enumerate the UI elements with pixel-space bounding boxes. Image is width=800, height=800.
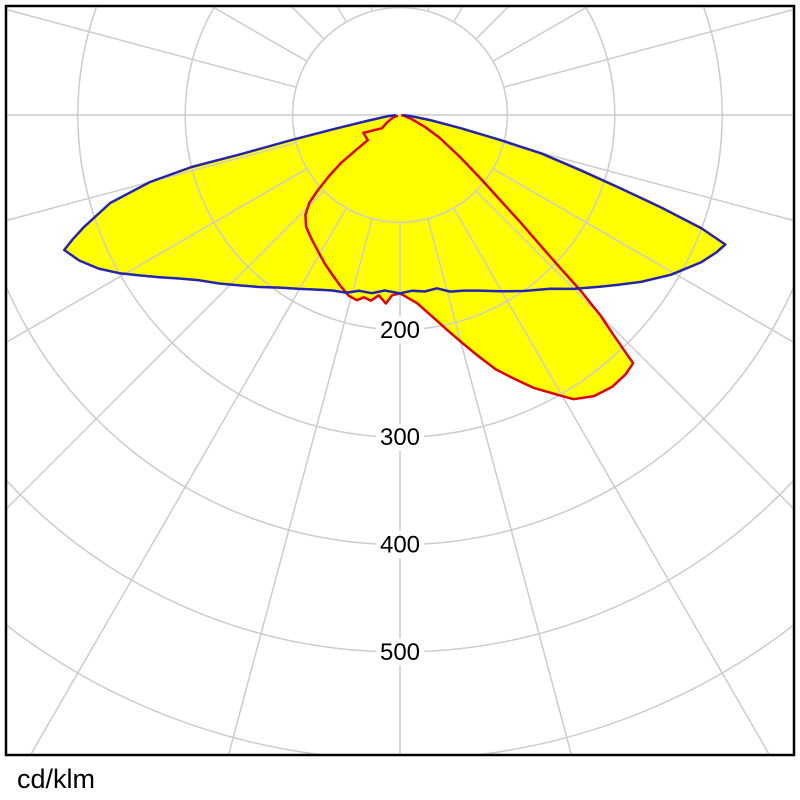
grid-spoke-60 bbox=[492, 7, 589, 62]
unit-label: cd/klm bbox=[17, 764, 96, 794]
grid-spoke-105 bbox=[503, 142, 793, 222]
grid-spoke-165 bbox=[427, 218, 572, 754]
beam-fill-layer bbox=[64, 115, 726, 400]
grid-spoke-225 bbox=[7, 190, 325, 509]
tick-label-halo-500 bbox=[376, 638, 424, 666]
beam-fill bbox=[305, 115, 634, 400]
radial-tick-labels: 200 300 400 500 bbox=[376, 316, 424, 666]
grid-spoke-30 bbox=[453, 7, 464, 23]
tick-label-500: 500 bbox=[380, 639, 420, 666]
grid-spoke-195 bbox=[228, 218, 373, 754]
grid-spoke-255 bbox=[7, 142, 297, 222]
grid-spoke-285 bbox=[7, 8, 297, 88]
tick-label-300: 300 bbox=[380, 424, 420, 451]
grid-spoke-240 bbox=[7, 168, 308, 343]
grid-spoke-300 bbox=[211, 7, 308, 62]
tick-label-halo-300 bbox=[376, 423, 424, 451]
grid-spoke-75 bbox=[503, 8, 793, 88]
tick-label-halo-200 bbox=[376, 316, 424, 344]
tick-label-200: 200 bbox=[380, 317, 420, 344]
tick-label-halo-400 bbox=[376, 531, 424, 559]
grid-spoke-150 bbox=[453, 207, 770, 754]
grid-spoke-120 bbox=[492, 168, 793, 343]
grid-spoke-210 bbox=[30, 207, 347, 754]
curve-C0-C180-plane bbox=[62, 113, 727, 295]
curve-C90-C270-plane bbox=[304, 113, 635, 401]
diagram-frame bbox=[4, 4, 796, 757]
intensity-curves-layer bbox=[62, 113, 727, 401]
tick-label-400: 400 bbox=[380, 532, 420, 559]
grid-spoke-330 bbox=[336, 7, 347, 23]
